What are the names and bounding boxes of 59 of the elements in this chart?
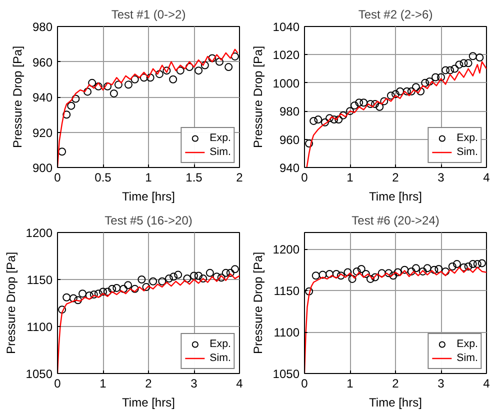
x-tick-label: 2: [145, 376, 152, 390]
x-axis-title: Time [hrs]: [369, 190, 422, 204]
legend-label: Exp.: [456, 131, 478, 145]
legend-label: Exp.: [456, 337, 478, 351]
x-tick-label: 2: [392, 170, 400, 184]
legend-label: Exp.: [210, 337, 231, 351]
x-tick-label: 1: [145, 170, 152, 184]
y-tick-label: 900: [32, 161, 53, 175]
y-tick-label: 960: [279, 132, 300, 147]
x-tick-label: 0: [301, 170, 308, 184]
y-tick-label: 1100: [274, 326, 300, 340]
y-tick-label: 1000: [272, 76, 300, 90]
chart-title: Test #5 (16->20): [104, 214, 192, 228]
chart-title: Test #2 (2->6): [358, 8, 433, 22]
y-tick-label: 960: [32, 55, 53, 70]
y-tick-label: 940: [279, 161, 300, 175]
x-tick-label: 1: [346, 376, 354, 390]
chart-title: Test #6 (20->24): [352, 214, 440, 228]
x-tick-label: 4: [483, 376, 490, 390]
legend-label: Sim.: [456, 351, 478, 365]
y-tick-label: 1150: [26, 273, 53, 287]
y-tick-label: 1200: [26, 226, 53, 240]
x-tick-label: 0.5: [94, 170, 112, 184]
y-tick-label: 980: [32, 20, 53, 34]
x-tick-label: 3: [190, 376, 198, 390]
x-tick-label: 1: [100, 376, 107, 390]
y-tick-label: 940: [32, 90, 53, 104]
x-tick-label: 2: [392, 376, 400, 390]
x-axis-title: Time [hrs]: [122, 190, 175, 204]
y-tick-label: 1050: [272, 367, 300, 381]
y-tick-label: 1040: [272, 20, 300, 34]
y-tick-label: 1100: [26, 320, 53, 334]
x-tick-label: 0: [54, 376, 62, 390]
x-tick-label: 1: [346, 170, 354, 184]
y-tick-label: 1020: [272, 48, 300, 62]
y-tick-label: 1200: [272, 242, 300, 257]
x-tick-label: 3: [438, 376, 445, 390]
x-tick-label: 1.5: [186, 170, 203, 184]
legend-label: Sim.: [456, 145, 478, 159]
x-axis-title: Time [hrs]: [369, 396, 422, 410]
x-tick-label: 0: [54, 170, 62, 184]
legend-label: Exp.: [210, 131, 231, 145]
y-axis-title: Pressure Drop [Pa]: [250, 46, 265, 148]
x-tick-label: 4: [483, 170, 490, 184]
y-axis-title: Pressure Drop [Pa]: [250, 252, 265, 354]
legend-label: Sim.: [210, 145, 231, 159]
x-tick-label: 4: [236, 376, 244, 390]
x-tick-label: 2: [236, 170, 244, 184]
y-axis-title: Pressure Drop [Pa]: [10, 46, 24, 148]
chart-title: Test #1 (0->2): [111, 8, 186, 22]
y-tick-label: 920: [32, 126, 53, 140]
y-tick-label: 1150: [274, 284, 300, 298]
legend-label: Sim.: [210, 351, 231, 365]
y-axis-title: Pressure Drop [Pa]: [4, 252, 18, 354]
y-tick-label: 1050: [26, 367, 53, 381]
y-tick-label: 980: [279, 104, 300, 119]
x-tick-label: 0: [301, 376, 308, 390]
x-axis-title: Time [hrs]: [122, 396, 175, 410]
x-tick-label: 3: [438, 170, 445, 184]
